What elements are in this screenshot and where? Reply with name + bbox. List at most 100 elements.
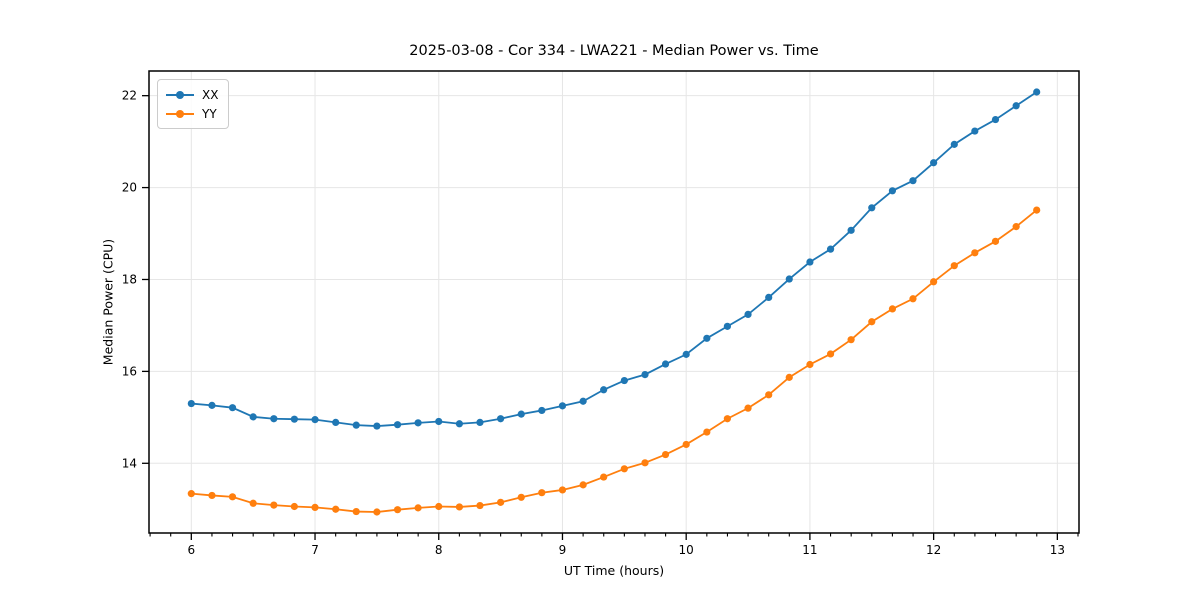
series-xx-marker [290, 415, 298, 423]
series-xx-marker [723, 322, 731, 330]
series-xx-marker [249, 413, 257, 421]
series-xx-line [191, 91, 1038, 427]
series-yy-marker [558, 486, 567, 494]
plot-border [148, 70, 1080, 534]
series-xx-marker [930, 159, 938, 167]
series-yy-marker [352, 507, 360, 516]
legend-swatch-xx [166, 90, 194, 100]
series-yy-marker [228, 493, 237, 501]
x-axis-label: UT Time (hours) [563, 563, 665, 578]
series-yy-marker [868, 318, 876, 326]
y-tick-label: 18 [122, 272, 137, 286]
legend: XX YY [157, 79, 230, 129]
series-yy-marker [476, 501, 484, 510]
legend-swatch-yy [166, 109, 194, 119]
series-yy-marker [620, 465, 628, 473]
series-xx-marker [661, 360, 670, 368]
y-tick-label: 16 [122, 364, 137, 378]
series-yy-marker [435, 502, 443, 511]
series-yy-marker [806, 360, 814, 369]
series-yy-marker [208, 491, 216, 500]
x-tick-label: 6 [187, 543, 195, 557]
series-xx-marker [497, 415, 505, 423]
series-xx-marker [703, 334, 711, 342]
series-yy-marker [909, 295, 917, 303]
series-yy-marker [703, 428, 711, 436]
series-yy-marker [723, 415, 731, 423]
series-yy-marker [682, 440, 690, 449]
series-yy-marker [971, 249, 979, 257]
series-yy-marker [847, 336, 855, 344]
x-tick-label: 10 [679, 543, 694, 557]
series-yy-marker [187, 490, 195, 498]
series-xx-marker [641, 371, 649, 379]
series-xx-marker [270, 415, 278, 423]
series-xx-marker [538, 406, 546, 415]
series-xx-marker [1033, 88, 1041, 96]
y-axis-label-text: Median Power (CPU) [100, 238, 116, 366]
series-yy-marker [641, 459, 649, 467]
series-yy-marker [888, 305, 897, 313]
chart-title: 2025-03-08 - Cor 334 - LWA221 - Median P… [409, 43, 819, 59]
series-yy-marker [332, 505, 340, 513]
series-yy-marker [497, 498, 505, 506]
series-xx-marker [909, 177, 917, 185]
series-yy-marker [991, 237, 1000, 245]
series-xx-marker [579, 397, 587, 405]
series-yy-marker [311, 503, 319, 512]
series-xx-marker [991, 115, 1000, 124]
series-xx-marker [393, 421, 402, 429]
series-xx-marker [826, 245, 835, 253]
series-yy-marker [249, 499, 257, 507]
series-yy-marker [600, 473, 608, 481]
series-xx-marker [806, 258, 814, 266]
legend-label-xx: XX [202, 87, 219, 102]
series-xx-marker [311, 416, 319, 424]
series-yy-marker [1033, 206, 1041, 214]
series-yy-marker [930, 278, 938, 286]
x-tick-label: 12 [926, 543, 941, 557]
series-xx-marker [847, 226, 855, 234]
series-xx-marker [620, 376, 628, 385]
series-xx-marker [352, 421, 360, 429]
series-yy-marker [1012, 223, 1020, 231]
legend-item-yy: YY [166, 104, 218, 123]
series-yy-marker [455, 503, 464, 511]
series-xx-marker [744, 310, 752, 319]
series-yy-marker [765, 391, 773, 399]
series-xx-marker [208, 401, 216, 409]
series-xx-marker [765, 293, 773, 302]
x-tick-label: 13 [1050, 543, 1065, 557]
series-yy-line [191, 209, 1038, 513]
legend-dot-icon [176, 109, 184, 118]
legend-item-xx: XX [166, 85, 218, 104]
series-xx-marker [785, 275, 793, 283]
x-tick-label: 9 [559, 543, 567, 557]
series-yy-marker [538, 489, 546, 497]
series-xx-marker [455, 420, 464, 428]
series-yy-marker [414, 504, 422, 512]
y-tick-label: 22 [122, 89, 137, 103]
x-tick-label: 8 [435, 543, 443, 557]
series-yy-marker [826, 350, 835, 358]
series-yy-marker [744, 404, 752, 412]
series-yy-marker [373, 508, 381, 516]
legend-label-yy: YY [202, 106, 217, 121]
series-yy-marker [785, 373, 793, 381]
x-tick-label: 11 [802, 543, 817, 557]
series-yy-marker [661, 450, 670, 459]
series-xx-marker [332, 418, 340, 426]
series-xx-marker [187, 399, 195, 408]
y-tick-label: 20 [122, 181, 137, 195]
series-xx-marker [476, 418, 484, 426]
series-xx-marker [517, 410, 525, 418]
series-xx-marker [971, 127, 979, 135]
series-xx-marker [435, 417, 443, 426]
y-tick-label: 14 [122, 456, 137, 470]
series-xx-marker [414, 419, 422, 427]
series-xx-marker [600, 386, 608, 394]
series-yy-marker [270, 501, 278, 509]
series-yy-marker [290, 502, 298, 511]
